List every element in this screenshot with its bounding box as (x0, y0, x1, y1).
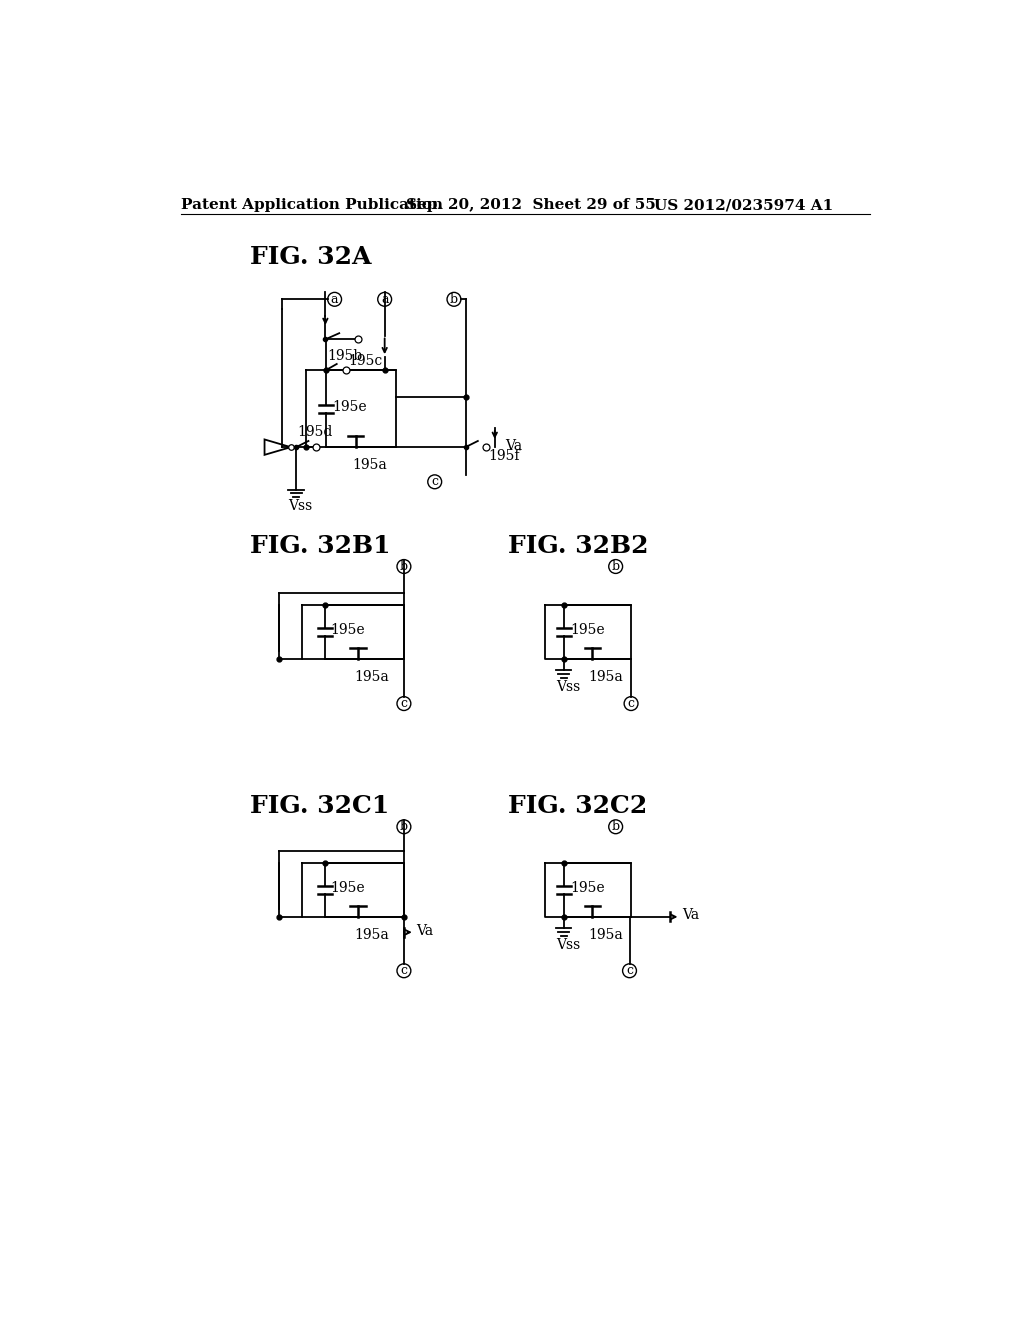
Text: Patent Application Publication: Patent Application Publication (180, 198, 442, 213)
Text: FIG. 32C1: FIG. 32C1 (250, 795, 389, 818)
Text: 195b: 195b (327, 348, 362, 363)
Text: 195a: 195a (354, 669, 389, 684)
Text: a: a (331, 293, 338, 306)
Text: 195a: 195a (352, 458, 387, 473)
Text: 195e: 195e (332, 400, 367, 414)
Text: c: c (626, 964, 633, 977)
Text: 195a: 195a (589, 669, 624, 684)
Text: 195e: 195e (331, 623, 366, 638)
Text: Vss: Vss (556, 681, 581, 694)
Text: a: a (381, 293, 388, 306)
Text: 195a: 195a (589, 928, 624, 941)
Text: FIG. 32A: FIG. 32A (250, 244, 372, 269)
Text: FIG. 32C2: FIG. 32C2 (508, 795, 647, 818)
Text: c: c (628, 697, 635, 710)
Text: Sep. 20, 2012  Sheet 29 of 55: Sep. 20, 2012 Sheet 29 of 55 (407, 198, 656, 213)
Text: 195a: 195a (354, 928, 389, 941)
Text: Va: Va (682, 908, 699, 923)
Text: Vss: Vss (556, 939, 581, 953)
Text: b: b (450, 293, 458, 306)
Text: b: b (399, 820, 408, 833)
Text: FIG. 32B2: FIG. 32B2 (508, 535, 648, 558)
Text: Vss: Vss (289, 499, 312, 512)
Text: Va: Va (505, 438, 522, 453)
Text: c: c (431, 475, 438, 488)
Text: b: b (611, 820, 620, 833)
Text: 195d: 195d (298, 425, 333, 440)
Text: 195c: 195c (348, 354, 383, 368)
Text: c: c (400, 697, 408, 710)
Text: Va: Va (416, 924, 433, 937)
Text: 195e: 195e (570, 623, 604, 638)
Text: c: c (400, 964, 408, 977)
Text: US 2012/0235974 A1: US 2012/0235974 A1 (654, 198, 834, 213)
Text: 195f: 195f (487, 449, 519, 463)
Text: b: b (611, 560, 620, 573)
Text: b: b (399, 560, 408, 573)
Text: 195e: 195e (570, 882, 604, 895)
Text: 195e: 195e (331, 882, 366, 895)
Text: FIG. 32B1: FIG. 32B1 (250, 535, 390, 558)
